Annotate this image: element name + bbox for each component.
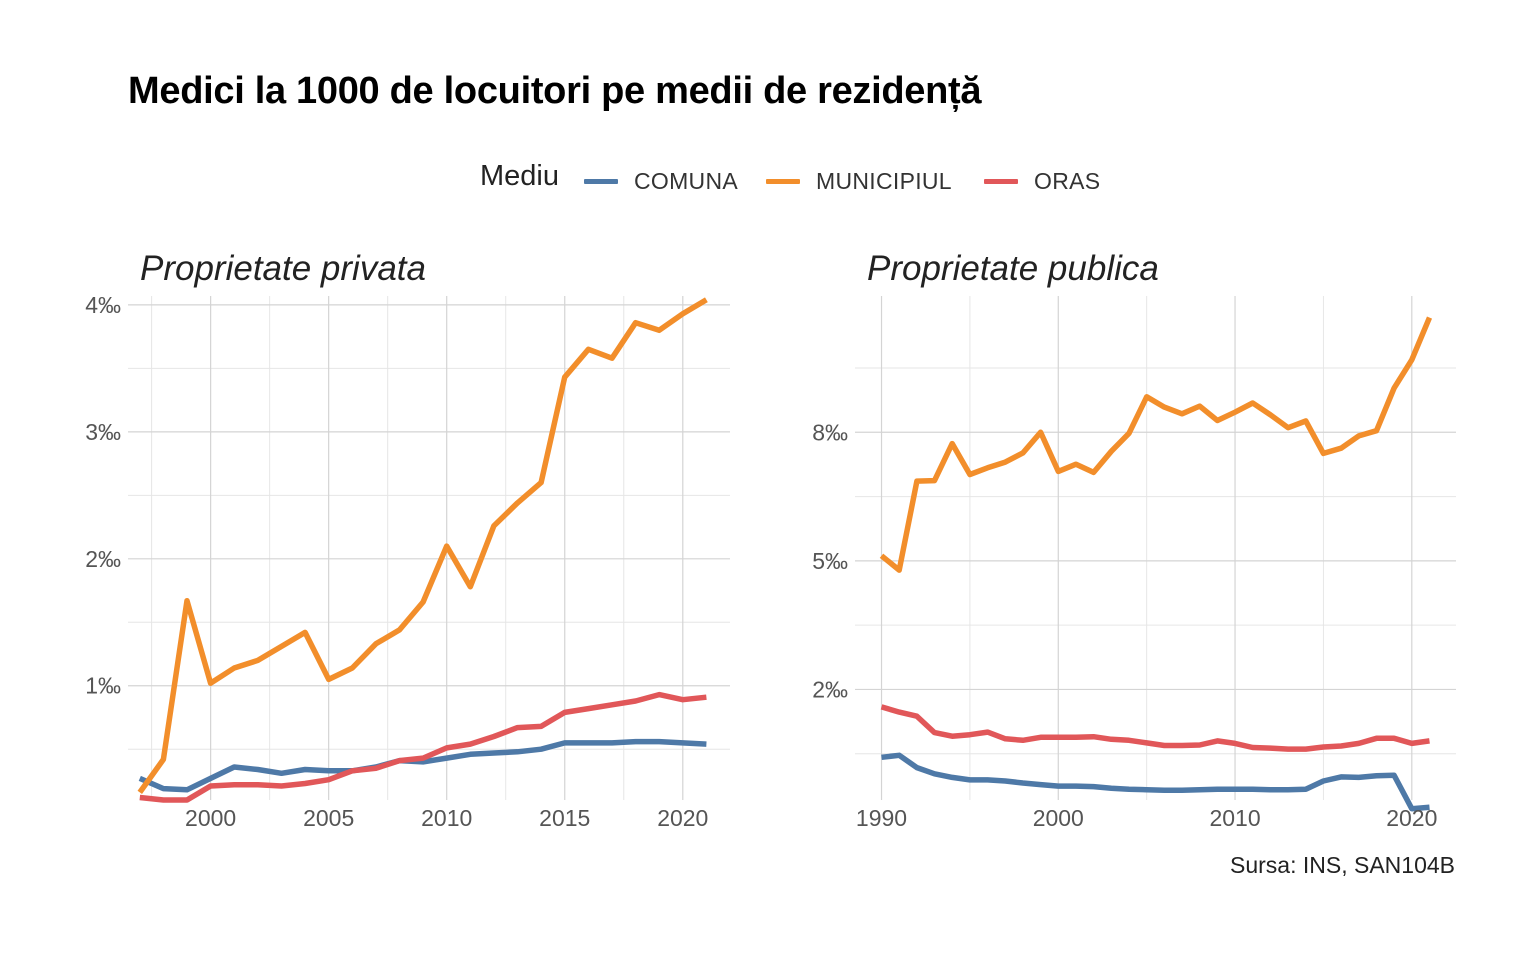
- legend-item-comuna: COMUNA: [584, 166, 738, 196]
- series-line-comuna: [881, 752, 1430, 812]
- series-line-comuna: [138, 738, 707, 793]
- legend-item-oras: ORAS: [984, 166, 1100, 196]
- panel-public: Proprietate publica 2‰ 5‰ 8‰ 1990 2000 2010 20…: [812, 249, 1456, 831]
- y-tick-label: 3‰: [85, 419, 121, 445]
- source-caption: Sursa: INS, SAN104B: [1230, 852, 1455, 878]
- x-tick-label: 2020: [1386, 805, 1437, 831]
- legend-item-municipiul: MUNICIPIUL: [766, 166, 952, 196]
- y-tick-label: 1‰: [85, 673, 121, 699]
- x-tick-label: 2010: [1209, 805, 1260, 831]
- legend-label-municipiul: MUNICIPIUL: [816, 167, 952, 194]
- x-tick-label: 2005: [303, 805, 354, 831]
- y-tick-label: 4‰: [85, 292, 121, 318]
- panel-private: Proprietate privata 1‰ 2‰ 3‰ 4‰ 2000 2005 2010…: [85, 249, 730, 831]
- x-tick-label: 2015: [539, 805, 590, 831]
- x-tick-label: 2000: [1033, 805, 1084, 831]
- grid-public: [855, 296, 1456, 800]
- series-line-municipiul: [137, 297, 708, 794]
- y-tick-label: 2‰: [812, 676, 848, 702]
- legend-swatch-municipiul: [766, 178, 800, 184]
- x-tick-label: 2010: [421, 805, 472, 831]
- series-private: [137, 297, 708, 803]
- series-line-oras: [139, 691, 707, 803]
- grid-private: [128, 296, 730, 800]
- y-tick-label: 8‰: [812, 419, 848, 445]
- x-tick-label: 2000: [185, 805, 236, 831]
- series-public: [879, 316, 1433, 812]
- ticks-private: 1‰ 2‰ 3‰ 4‰ 2000 2005 2010 2015 2020: [85, 292, 708, 831]
- series-line-municipiul: [879, 316, 1433, 573]
- panel-title-public: Proprietate publica: [867, 249, 1159, 288]
- x-tick-label: 1990: [856, 805, 907, 831]
- legend-swatch-comuna: [584, 178, 618, 184]
- x-tick-label: 2020: [657, 805, 708, 831]
- legend-label-oras: ORAS: [1034, 167, 1101, 194]
- legend-title: Mediu: [480, 160, 559, 192]
- y-tick-label: 5‰: [812, 548, 848, 574]
- panel-title-private: Proprietate privata: [140, 249, 426, 288]
- series-line-oras: [880, 704, 1430, 752]
- legend-swatch-oras: [984, 178, 1018, 184]
- ticks-public: 2‰ 5‰ 8‰ 1990 2000 2010 2020: [812, 419, 1437, 831]
- y-tick-label: 2‰: [85, 546, 121, 572]
- legend: Mediu COMUNA MUNICIPIUL ORAS: [0, 158, 1536, 202]
- chart-title: Medici la 1000 de locuitori pe medii de …: [128, 70, 982, 112]
- legend-label-comuna: COMUNA: [634, 167, 739, 194]
